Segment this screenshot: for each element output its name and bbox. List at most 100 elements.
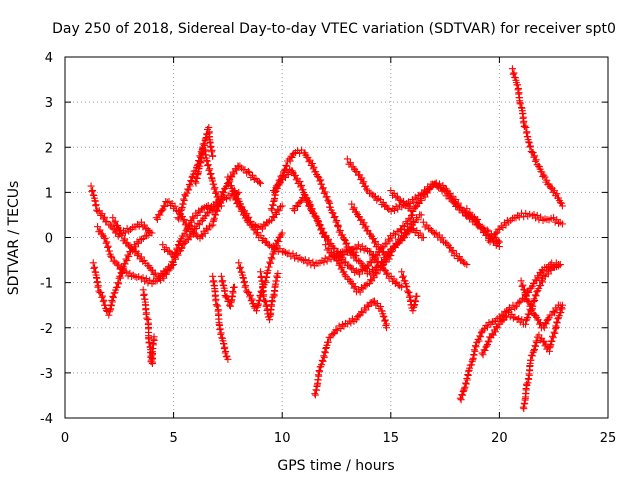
data-point — [405, 225, 413, 233]
data-point — [276, 203, 284, 211]
data-point — [305, 257, 313, 265]
data-point — [449, 192, 457, 200]
data-point — [542, 320, 550, 328]
data-point — [172, 249, 180, 257]
data-point — [250, 302, 258, 310]
data-point — [358, 242, 366, 250]
data-point — [515, 314, 523, 322]
data-point — [91, 263, 99, 271]
data-point — [309, 258, 317, 266]
data-point — [550, 328, 558, 336]
data-point — [281, 165, 289, 173]
data-point — [409, 207, 417, 215]
data-point — [238, 164, 246, 172]
data-point — [384, 269, 392, 277]
series-s26 — [419, 218, 471, 269]
data-point — [97, 288, 105, 296]
data-point — [273, 184, 281, 192]
data-point — [532, 337, 540, 345]
data-point — [316, 220, 324, 228]
data-point — [284, 171, 292, 179]
data-point — [148, 229, 156, 237]
data-point — [410, 198, 418, 206]
data-point — [363, 185, 371, 193]
data-point — [429, 228, 437, 236]
series-s33 — [517, 277, 564, 332]
data-point — [343, 155, 351, 163]
data-point — [413, 292, 421, 300]
data-point — [150, 333, 158, 341]
data-point — [88, 188, 96, 196]
data-point — [358, 174, 366, 182]
data-point — [466, 208, 474, 216]
series-s5 — [139, 286, 158, 368]
data-point — [544, 270, 552, 278]
data-point — [556, 261, 564, 269]
data-point — [104, 242, 112, 250]
data-point — [523, 315, 531, 323]
data-point — [367, 189, 375, 197]
data-point — [246, 291, 254, 299]
y-tick-label: 1 — [45, 186, 53, 201]
data-point — [362, 222, 370, 230]
data-point — [272, 210, 280, 218]
data-point — [197, 231, 205, 239]
data-point — [109, 294, 117, 302]
data-point — [273, 242, 281, 250]
data-point — [294, 202, 302, 210]
data-point — [417, 211, 425, 219]
data-point — [241, 283, 249, 291]
data-point — [165, 266, 173, 274]
data-point — [357, 308, 365, 316]
data-point — [159, 241, 167, 249]
data-point — [377, 302, 385, 310]
data-point — [180, 195, 188, 203]
data-point — [196, 208, 204, 216]
x-tick-label: 5 — [169, 431, 177, 446]
data-point — [518, 282, 526, 290]
data-point — [177, 207, 185, 215]
data-point — [219, 277, 227, 285]
data-point — [104, 243, 112, 251]
data-point — [334, 253, 342, 261]
data-point — [351, 252, 359, 260]
data-point — [160, 274, 168, 282]
data-point — [336, 226, 344, 234]
data-point — [338, 263, 346, 271]
data-point — [286, 157, 294, 165]
data-point — [531, 291, 539, 299]
data-point — [403, 230, 411, 238]
data-point — [544, 315, 552, 323]
data-point — [192, 225, 200, 233]
data-point — [321, 188, 329, 196]
data-point — [98, 210, 106, 218]
data-point — [181, 230, 189, 238]
y-tick-label: -4 — [40, 412, 53, 427]
data-point — [296, 178, 304, 186]
data-point — [232, 191, 240, 199]
data-point — [206, 170, 214, 178]
data-point — [206, 165, 214, 173]
data-point — [192, 179, 200, 187]
data-point — [269, 213, 277, 221]
data-point — [531, 157, 539, 165]
data-point — [320, 189, 328, 197]
data-point — [322, 241, 330, 249]
data-point — [370, 256, 378, 264]
data-point — [298, 181, 306, 189]
data-point — [382, 324, 390, 332]
x-axis-label: GPS time / hours — [277, 458, 394, 474]
data-point — [185, 186, 193, 194]
data-point — [530, 345, 538, 353]
data-point — [533, 288, 541, 296]
data-point — [237, 200, 245, 208]
data-point — [100, 296, 108, 304]
data-point — [261, 222, 269, 230]
data-point — [406, 216, 414, 224]
data-point — [333, 327, 341, 335]
data-point — [348, 200, 356, 208]
data-point — [229, 187, 237, 195]
data-point — [403, 287, 411, 295]
data-point — [180, 239, 188, 247]
data-point — [485, 338, 493, 346]
